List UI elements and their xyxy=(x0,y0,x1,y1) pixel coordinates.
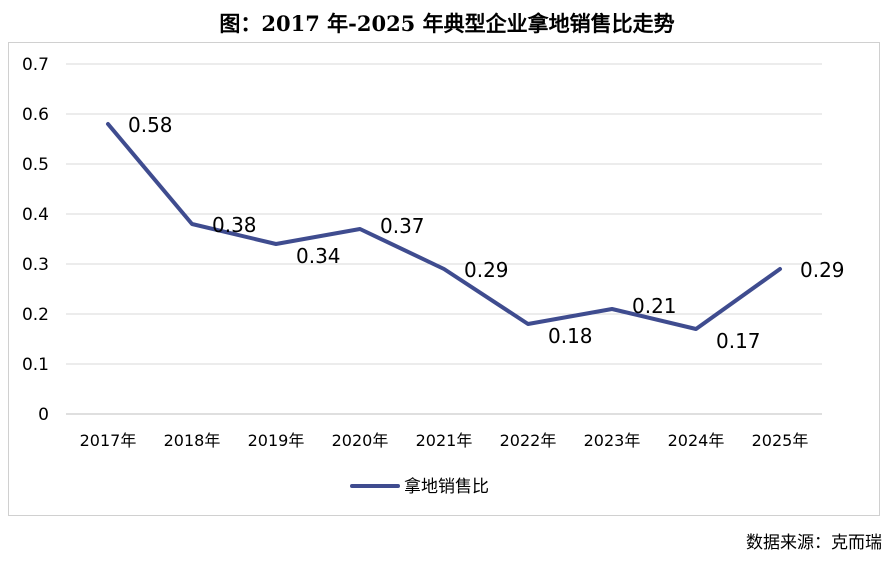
series-line xyxy=(106,122,782,331)
chart-title: 图：2017 年-2025 年典型企业拿地销售比走势 xyxy=(219,11,675,36)
x-tick-label: 2020年 xyxy=(332,431,389,450)
x-tick-label: 2022年 xyxy=(500,431,557,450)
axes: 0 0.1 0.2 0.3 0.4 0.5 0.6 0.7 2017年 2018年 2019年 202… xyxy=(22,55,822,450)
x-tick-label: 2017年 xyxy=(80,431,137,450)
x-tick-label: 2025年 xyxy=(752,431,809,450)
legend: 拿地销售比 xyxy=(350,476,489,497)
y-tick-label: 0.3 xyxy=(22,255,49,275)
data-label: 0.37 xyxy=(380,214,425,238)
data-source-note: 数据来源：克而瑞 xyxy=(746,533,882,553)
y-tick-label: 0.1 xyxy=(22,355,49,375)
x-tick-label: 2023年 xyxy=(584,431,641,450)
data-label: 0.17 xyxy=(716,329,761,353)
y-tick-label: 0.4 xyxy=(22,205,49,225)
data-label: 0.21 xyxy=(632,294,677,318)
data-label: 0.29 xyxy=(800,258,845,282)
y-tick-label: 0 xyxy=(38,405,49,425)
y-tick-label: 0.7 xyxy=(22,55,49,75)
y-tick-label: 0.5 xyxy=(22,155,49,175)
x-tick-label: 2018年 xyxy=(164,431,221,450)
data-labels: 0.58 0.38 0.34 0.37 0.29 0.18 0.21 0.17 0.29 xyxy=(128,113,845,353)
grid-lines xyxy=(66,63,822,365)
series xyxy=(106,122,782,331)
data-label: 0.34 xyxy=(296,244,341,268)
x-tick-label: 2024年 xyxy=(668,431,725,450)
y-tick-label: 0.2 xyxy=(22,305,49,325)
data-label: 0.29 xyxy=(464,258,509,282)
y-tick-label: 0.6 xyxy=(22,105,49,125)
data-label: 0.58 xyxy=(128,113,173,137)
data-label: 0.38 xyxy=(212,213,257,237)
chart-frame xyxy=(8,42,880,516)
data-label: 0.18 xyxy=(548,324,593,348)
x-tick-label: 2019年 xyxy=(248,431,305,450)
x-tick-label: 2021年 xyxy=(416,431,473,450)
legend-label: 拿地销售比 xyxy=(404,476,489,497)
